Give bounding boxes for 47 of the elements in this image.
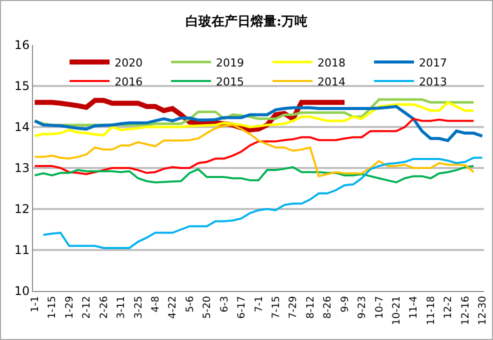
line-series [34, 164, 475, 184]
legend-label: 2017 [418, 56, 447, 70]
line-series [33, 101, 475, 138]
y-tick-label: 10 [14, 284, 30, 298]
chart-title: 白玻在产日熔量:万吨 [186, 13, 308, 30]
x-tick-label: 11-4 [408, 296, 420, 319]
legend-label: 2020 [114, 56, 143, 70]
y-tick-label: 11 [14, 243, 30, 258]
x-tick-label: 3-25 [133, 296, 144, 319]
legend-label: 2016 [114, 75, 143, 88]
legend-label: 2013 [418, 75, 447, 88]
x-tick-label: 10-7 [374, 296, 386, 319]
line-series [42, 156, 484, 249]
y-tick-label: 13 [14, 161, 30, 176]
legend-label: 2018 [318, 56, 346, 70]
y-tick-label: 12 [14, 202, 30, 216]
line-series [33, 105, 484, 142]
legend-label: 2014 [318, 75, 346, 88]
x-tick-label: 4-22 [168, 296, 179, 319]
x-tick-label: 1-15 [47, 296, 58, 319]
x-tick-label: 12-2 [443, 296, 454, 319]
x-tick-label: 5-6 [184, 296, 196, 312]
y-tick-label: 14 [14, 120, 30, 134]
y-tick-label: 16 [14, 38, 30, 52]
x-tick-label: 7-15 [270, 296, 282, 319]
x-tick-label: 1-1 [30, 296, 41, 312]
x-tick-label: 6-3 [219, 296, 230, 312]
x-tick-label: 12-16 [460, 296, 472, 326]
x-tick-label: 4-8 [150, 296, 162, 312]
x-tick-label: 5-20 [202, 296, 214, 319]
x-tick-label: 2-26 [98, 296, 110, 319]
x-tick-label: 12-30 [478, 296, 489, 326]
x-tick-label: 8-12 [305, 296, 316, 319]
x-tick-label: 11-18 [426, 296, 437, 326]
x-tick-label: 10-21 [391, 296, 402, 326]
legend-label: 2015 [216, 75, 244, 88]
x-tick-label: 8-26 [322, 296, 334, 319]
y-tick-label: 15 [14, 79, 30, 94]
legend-label: 2019 [216, 56, 244, 70]
x-tick-label: 7-29 [288, 296, 300, 319]
x-tick-label: 3-11 [116, 296, 128, 319]
x-tick-label: 1-29 [64, 296, 76, 319]
x-tick-label: 2-12 [82, 296, 93, 319]
x-tick-label: 6-17 [236, 296, 248, 319]
x-tick-label: 9-23 [357, 296, 368, 319]
x-tick-label: 9-9 [340, 296, 351, 312]
x-tick-label: 7-1 [254, 296, 265, 312]
